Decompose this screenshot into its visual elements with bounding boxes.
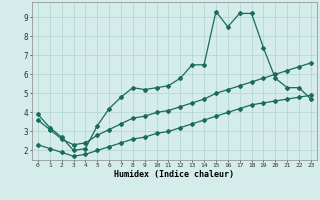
X-axis label: Humidex (Indice chaleur): Humidex (Indice chaleur) <box>115 170 234 179</box>
